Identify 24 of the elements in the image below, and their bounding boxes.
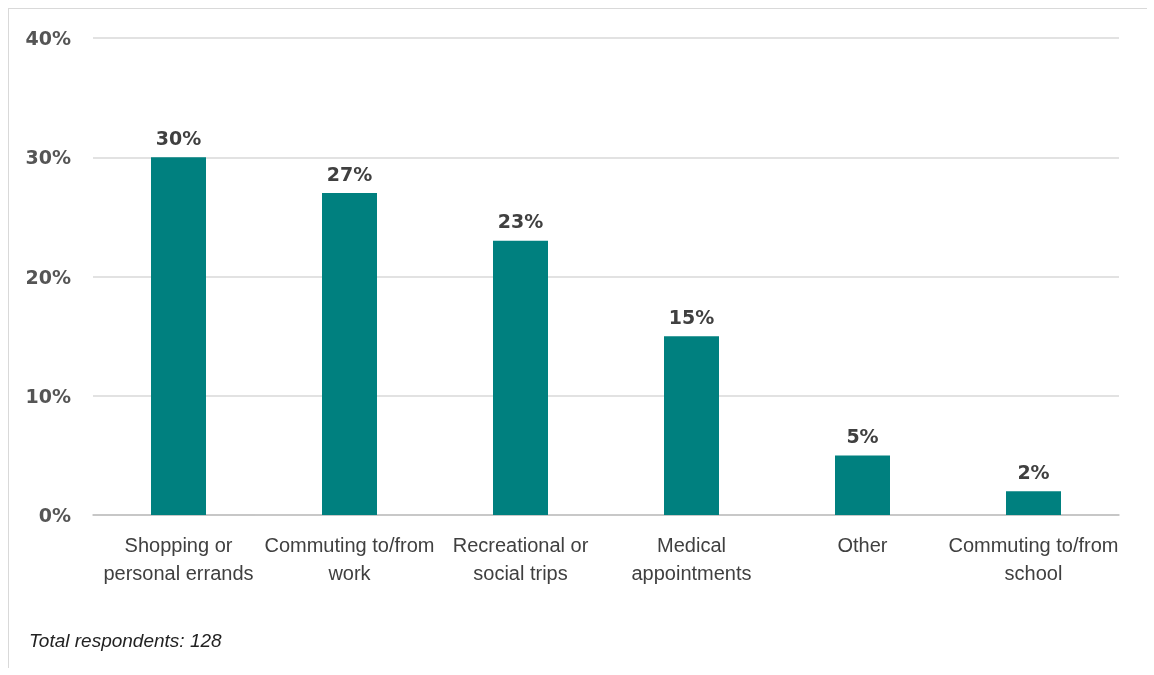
- data-label: 5%: [846, 424, 879, 447]
- bar: [664, 336, 719, 515]
- x-tick-label: Shopping or personal errands: [103, 534, 254, 584]
- x-tick-label: Commuting to/from school: [948, 534, 1119, 584]
- x-tick-label: Commuting to/from work: [264, 534, 435, 584]
- data-label: 15%: [668, 305, 715, 328]
- y-tick-label: 10%: [25, 384, 71, 407]
- bar: [1006, 491, 1061, 515]
- bar: [322, 193, 377, 515]
- data-label: 23%: [497, 210, 544, 233]
- x-tick-label: Recreational or social trips: [452, 534, 589, 584]
- y-tick-label: 40%: [25, 27, 71, 49]
- data-label: 30%: [155, 126, 202, 149]
- y-tick-label: 0%: [38, 504, 71, 526]
- bar: [835, 455, 890, 515]
- y-tick-label: 20%: [25, 265, 71, 288]
- bar: [493, 240, 548, 515]
- data-label: 2%: [1017, 460, 1050, 483]
- x-tick-label: Medical appointments: [631, 534, 752, 584]
- bar: [151, 157, 206, 515]
- x-tick-label: Other: [837, 534, 888, 556]
- text: Total respondents: 128: [29, 630, 223, 651]
- y-tick-label: 30%: [25, 146, 71, 169]
- data-label: 27%: [326, 162, 373, 185]
